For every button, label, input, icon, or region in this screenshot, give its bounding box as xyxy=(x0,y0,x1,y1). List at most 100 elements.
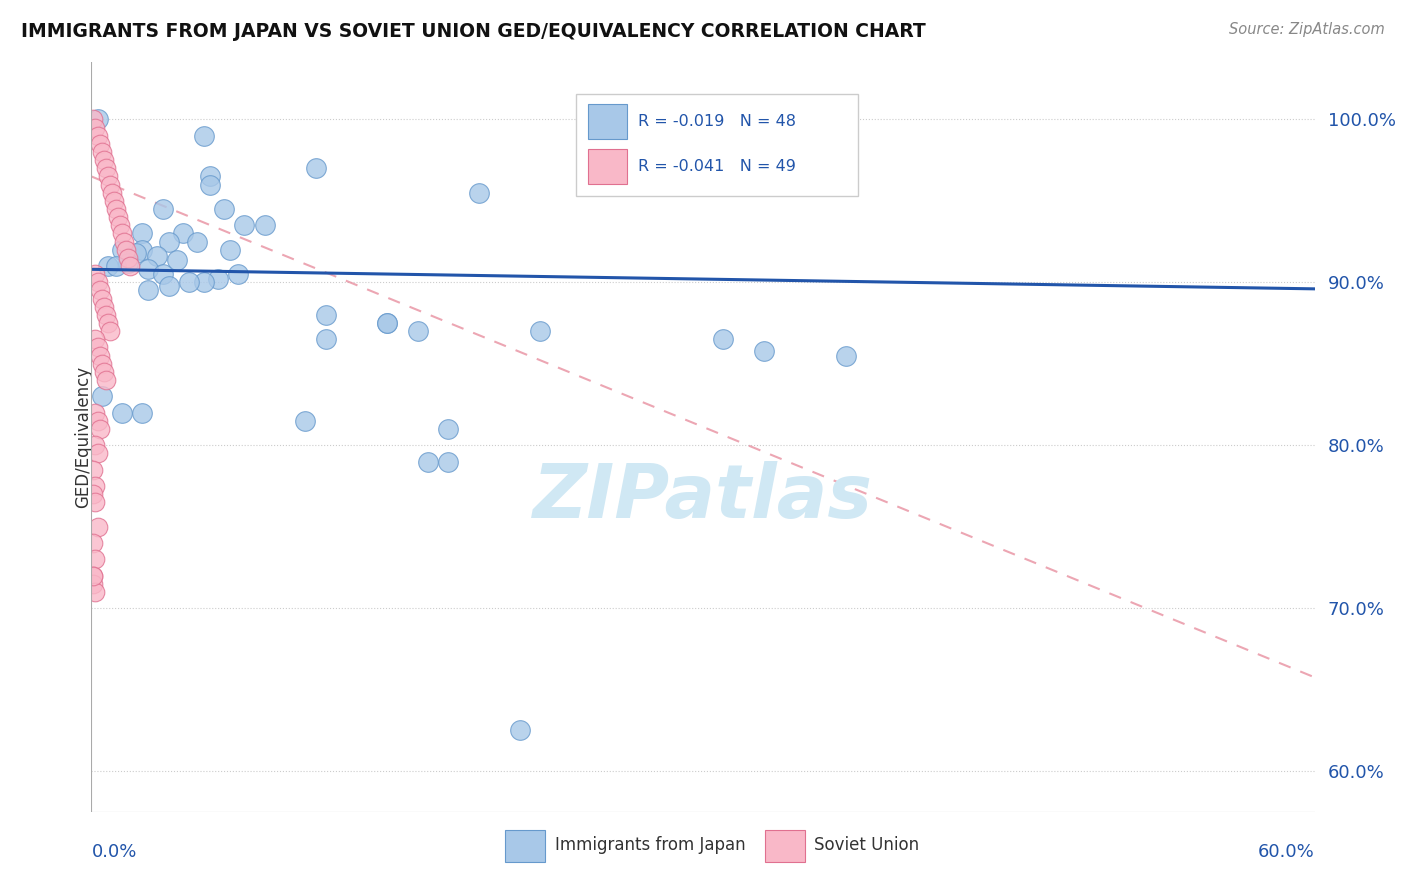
Point xyxy=(86,276,108,290)
Point xyxy=(89,136,111,151)
Point xyxy=(315,332,337,346)
Point xyxy=(120,259,142,273)
Point xyxy=(84,406,107,420)
Point xyxy=(437,422,460,436)
Text: 0.0%: 0.0% xyxy=(91,843,136,861)
Point xyxy=(111,227,134,241)
Point xyxy=(207,272,229,286)
Point xyxy=(82,463,104,477)
Point xyxy=(90,357,112,371)
Point xyxy=(82,536,104,550)
Point xyxy=(107,210,129,224)
Point xyxy=(84,584,107,599)
Point xyxy=(86,112,108,127)
Text: Source: ZipAtlas.com: Source: ZipAtlas.com xyxy=(1229,22,1385,37)
Point xyxy=(84,495,107,509)
Point xyxy=(98,178,121,192)
Point xyxy=(157,235,180,249)
Point xyxy=(84,120,107,135)
Point xyxy=(93,365,115,379)
Point xyxy=(166,252,188,267)
Point xyxy=(304,161,326,176)
Text: IMMIGRANTS FROM JAPAN VS SOVIET UNION GED/EQUIVALENCY CORRELATION CHART: IMMIGRANTS FROM JAPAN VS SOVIET UNION GE… xyxy=(21,22,925,41)
Point xyxy=(86,341,108,355)
Point xyxy=(253,219,276,233)
Point xyxy=(529,324,551,338)
Text: Soviet Union: Soviet Union xyxy=(814,836,920,855)
Point xyxy=(82,568,104,582)
Point xyxy=(89,284,111,298)
Point xyxy=(108,219,131,233)
Point xyxy=(131,406,153,420)
Point xyxy=(86,128,108,143)
Point xyxy=(97,259,120,273)
Point xyxy=(226,267,249,281)
Text: Immigrants from Japan: Immigrants from Japan xyxy=(554,836,745,855)
FancyBboxPatch shape xyxy=(576,94,858,196)
Point xyxy=(467,186,491,200)
Point xyxy=(212,202,235,216)
Point xyxy=(115,243,138,257)
Y-axis label: GED/Equivalency: GED/Equivalency xyxy=(75,366,91,508)
Point xyxy=(193,128,215,143)
Point xyxy=(117,256,139,270)
Point xyxy=(84,479,107,493)
Point xyxy=(90,145,112,159)
Point xyxy=(117,251,139,265)
Point xyxy=(84,267,107,281)
Point xyxy=(294,414,316,428)
Point xyxy=(111,406,134,420)
Point xyxy=(172,227,194,241)
Point xyxy=(111,243,134,257)
Point xyxy=(104,202,127,216)
Point xyxy=(406,324,429,338)
Point xyxy=(138,284,160,298)
Point xyxy=(82,112,104,127)
Point xyxy=(101,186,124,200)
Text: R = -0.041   N = 49: R = -0.041 N = 49 xyxy=(638,159,796,174)
Point xyxy=(84,552,107,566)
Point xyxy=(93,300,115,314)
Point xyxy=(416,454,439,468)
Point xyxy=(152,267,174,281)
Point xyxy=(97,316,120,330)
Point xyxy=(186,235,208,249)
Point xyxy=(82,568,104,582)
Text: R = -0.019   N = 48: R = -0.019 N = 48 xyxy=(638,114,796,128)
FancyBboxPatch shape xyxy=(765,830,806,863)
Point xyxy=(754,343,776,358)
Point xyxy=(219,243,242,257)
Text: 60.0%: 60.0% xyxy=(1258,843,1315,861)
Point xyxy=(131,243,153,257)
Point xyxy=(94,308,117,322)
Point xyxy=(82,487,104,501)
Point xyxy=(131,227,153,241)
Point xyxy=(375,316,398,330)
Point xyxy=(86,446,108,460)
Point xyxy=(84,332,107,346)
Point xyxy=(198,178,221,192)
Point xyxy=(152,202,174,216)
Point xyxy=(125,246,148,260)
Point xyxy=(509,723,531,738)
Point xyxy=(104,259,127,273)
Point xyxy=(179,276,201,290)
Point xyxy=(375,316,398,330)
FancyBboxPatch shape xyxy=(588,104,627,139)
Point xyxy=(97,169,120,184)
FancyBboxPatch shape xyxy=(505,830,546,863)
Point xyxy=(93,153,115,168)
Point xyxy=(89,422,111,436)
Point xyxy=(138,262,160,277)
Text: ZIPatlas: ZIPatlas xyxy=(533,460,873,533)
Point xyxy=(90,389,112,403)
Point xyxy=(835,349,858,363)
Point xyxy=(82,576,104,591)
Point xyxy=(86,519,108,533)
Point xyxy=(86,414,108,428)
Point xyxy=(112,235,135,249)
Point xyxy=(315,308,337,322)
Point xyxy=(103,194,125,208)
Point xyxy=(98,324,121,338)
Point xyxy=(84,438,107,452)
